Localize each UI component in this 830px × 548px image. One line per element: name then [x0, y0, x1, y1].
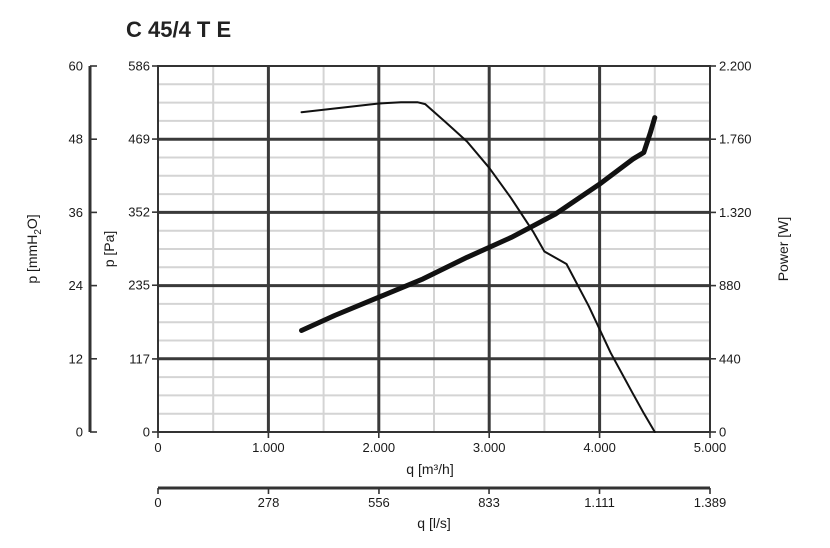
x-axis-label-m3h: q [m³/h]	[406, 461, 453, 477]
ls-tick-label: 278	[258, 495, 280, 510]
x-ticks: 0 1.000 2.000 3.000 4.000 5.000	[154, 432, 726, 455]
power-tick-label: 440	[719, 351, 741, 366]
x-tick-label: 3.000	[473, 440, 506, 455]
pa-tick-label: 0	[143, 425, 150, 440]
power-ticks: 0 440 880 1.320 1.760 2.200	[710, 59, 752, 440]
pa-tick-label: 469	[128, 132, 150, 147]
plot-frame	[157, 65, 711, 433]
mmh2o-tick-label: 0	[76, 425, 83, 440]
pa-ticks: 0 117 235 352 469 586	[128, 59, 158, 440]
power-tick-label: 1.320	[719, 205, 752, 220]
ls-tick-label: 556	[368, 495, 390, 510]
ls-tick-label: 1.111	[584, 495, 615, 510]
mmh2o-tick-label: 60	[69, 59, 83, 74]
power-tick-label: 2.200	[719, 59, 752, 74]
x-tick-label: 2.000	[363, 440, 396, 455]
pa-tick-label: 235	[128, 278, 150, 293]
pressure-curve-line	[300, 101, 656, 433]
y-axis-label-power: Power [W]	[775, 217, 791, 282]
y-axis-label-mmh2o: p [mmH2O]	[24, 214, 44, 283]
chart-title: C 45/4 T E	[126, 17, 231, 42]
ls-ticks: 0 278 556 833 1.111 1.389	[154, 488, 726, 510]
x-tick-label: 4.000	[583, 440, 616, 455]
ls-tick-label: 833	[478, 495, 500, 510]
power-curve-line	[299, 115, 658, 333]
mmh2o-tick-label: 36	[69, 205, 83, 220]
x-tick-label: 1.000	[252, 440, 285, 455]
power-tick-label: 0	[719, 425, 726, 440]
mmh2o-ticks: 0 12 24 36 48 60	[69, 59, 97, 440]
mmh2o-tick-label: 24	[69, 278, 83, 293]
power-tick-label: 1.760	[719, 132, 752, 147]
mmh2o-tick-label: 48	[69, 132, 83, 147]
x-axis-label-ls: q [l/s]	[417, 515, 450, 531]
ls-tick-label: 0	[154, 495, 161, 510]
pa-tick-label: 117	[129, 351, 150, 366]
mmh2o-tick-label: 12	[69, 351, 83, 366]
power-tick-label: 880	[719, 278, 741, 293]
series-layer	[299, 101, 658, 433]
pa-tick-label: 586	[128, 59, 150, 74]
ls-tick-label: 1.389	[694, 495, 727, 510]
minor-gridlines	[158, 66, 710, 432]
y-axis-label-pa: p [Pa]	[101, 231, 117, 268]
x-tick-label: 5.000	[694, 440, 727, 455]
pa-tick-label: 352	[128, 205, 150, 220]
major-gridlines	[158, 66, 710, 432]
x-tick-label: 0	[154, 440, 161, 455]
